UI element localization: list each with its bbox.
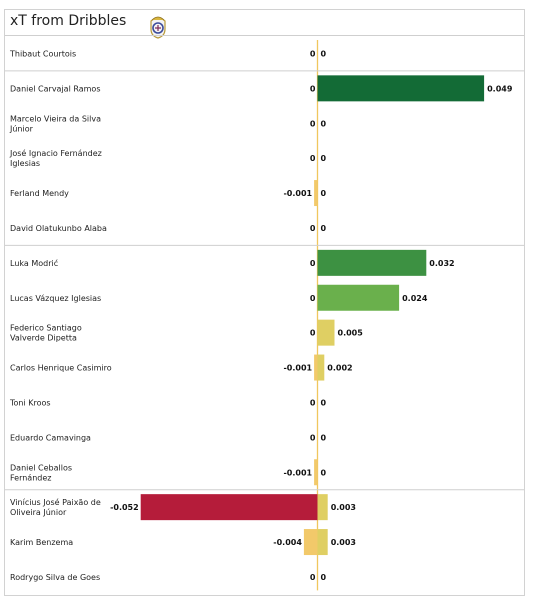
negative-value-label: -0.004 (273, 538, 302, 547)
player-row: Rodrygo Silva de Goes 0 0 (10, 573, 327, 582)
player-name-label: Karim Benzema (10, 538, 73, 547)
player-name-label: Carlos Henrique Casimiro (10, 364, 112, 373)
negative-value-label: 0 (310, 154, 316, 163)
negative-bar (314, 354, 318, 381)
positive-value-label: 0.032 (429, 259, 454, 268)
negative-value-label: 0 (310, 329, 316, 338)
negative-value-label: 0 (310, 224, 316, 233)
negative-value-label: 0 (310, 573, 316, 582)
positive-value-label: 0 (321, 119, 327, 128)
player-row: Daniel Ceballos Fernández -0.001 0 (10, 459, 327, 486)
negative-value-label: -0.001 (283, 364, 312, 373)
player-name-label: Eduardo Camavinga (10, 433, 91, 442)
positive-value-label: 0 (321, 398, 327, 407)
positive-value-label: 0 (321, 468, 327, 477)
positive-value-label: 0.003 (331, 503, 356, 512)
player-name-label: José Ignacio Fernández Iglesias (9, 148, 102, 168)
player-name-label: Federico Santiago Valverde Dipetta (10, 324, 82, 343)
positive-value-label: 0 (321, 189, 327, 198)
negative-value-label: 0 (310, 119, 316, 128)
player-row: Daniel Carvajal Ramos 0 0.049 (10, 75, 513, 102)
negative-value-label: 0 (310, 84, 316, 93)
player-row: Carlos Henrique Casimiro -0.001 0.002 (10, 354, 353, 381)
negative-value-label: -0.001 (283, 189, 312, 198)
positive-value-label: 0 (321, 573, 327, 582)
positive-bar (317, 354, 325, 381)
player-row: Marcelo Vieira da Silva Júnior 0 0 (9, 114, 327, 133)
player-row: José Ignacio Fernández Iglesias 0 0 (9, 148, 327, 168)
positive-bar (317, 75, 485, 102)
player-row: Vinícius José Paixão de Oliveira Júnior -0… (10, 494, 356, 521)
player-row: Federico Santiago Valverde Dipetta 0 0.005 (10, 319, 364, 346)
positive-value-label: 0.024 (402, 294, 428, 303)
player-name-label: Lucas Vázquez Iglesias (10, 294, 101, 303)
player-name-label: Daniel Carvajal Ramos (10, 84, 101, 93)
player-name-label: Rodrygo Silva de Goes (10, 573, 100, 582)
positive-bar (317, 284, 400, 311)
player-name-label: Thibaut Courtois (9, 49, 76, 58)
positive-value-label: 0 (321, 154, 327, 163)
chart-title: xT from Dribbles (10, 13, 127, 29)
positive-bar (317, 494, 328, 521)
player-row: Karim Benzema -0.004 0.003 (10, 529, 356, 556)
positive-value-label: 0.049 (487, 84, 513, 93)
player-row: Thibaut Courtois 0 0 (9, 49, 327, 58)
positive-bar (317, 249, 427, 276)
positive-value-label: 0.002 (327, 364, 352, 373)
player-name-label: Toni Kroos (9, 398, 51, 407)
real-madrid-crest-icon (150, 16, 166, 39)
negative-bar (303, 529, 318, 556)
positive-value-label: 0 (321, 433, 327, 442)
player-row: Lucas Vázquez Iglesias 0 0.024 (10, 284, 428, 311)
positive-bar (317, 319, 335, 346)
negative-value-label: 0 (310, 433, 316, 442)
positive-value-label: 0.005 (338, 329, 364, 338)
positive-value-label: 0 (321, 49, 327, 58)
player-name-label: David Olatukunbo Alaba (10, 224, 107, 233)
negative-value-label: 0 (310, 398, 316, 407)
player-row: David Olatukunbo Alaba 0 0 (10, 224, 327, 233)
negative-value-label: 0 (310, 259, 316, 268)
negative-value-label: 0 (310, 49, 316, 58)
positive-bar (317, 529, 328, 556)
negative-bar (314, 459, 318, 486)
player-name-label: Luka Modrić (10, 258, 58, 268)
player-name-label: Daniel Ceballos Fernández (10, 463, 72, 482)
positive-value-label: 0 (321, 224, 327, 233)
player-name-label: Marcelo Vieira da Silva Júnior (9, 114, 101, 133)
negative-value-label: 0 (310, 294, 316, 303)
chart-panel: xT from Dribbles Thibaut Courtois 0 0 Danie… (4, 9, 525, 596)
player-row: Toni Kroos 0 0 (9, 398, 327, 407)
player-row: Eduardo Camavinga 0 0 (10, 433, 327, 442)
negative-bar (140, 494, 318, 521)
positive-value-label: 0.003 (331, 538, 356, 547)
negative-bar (314, 180, 318, 207)
player-name-label: Vinícius José Paixão de Oliveira Júnior (10, 497, 101, 517)
negative-value-label: -0.001 (283, 468, 312, 477)
negative-value-label: -0.052 (110, 503, 139, 512)
player-row: Ferland Mendy -0.001 0 (10, 180, 327, 207)
player-row: Luka Modrić 0 0.032 (10, 249, 455, 276)
player-name-label: Ferland Mendy (10, 189, 69, 198)
